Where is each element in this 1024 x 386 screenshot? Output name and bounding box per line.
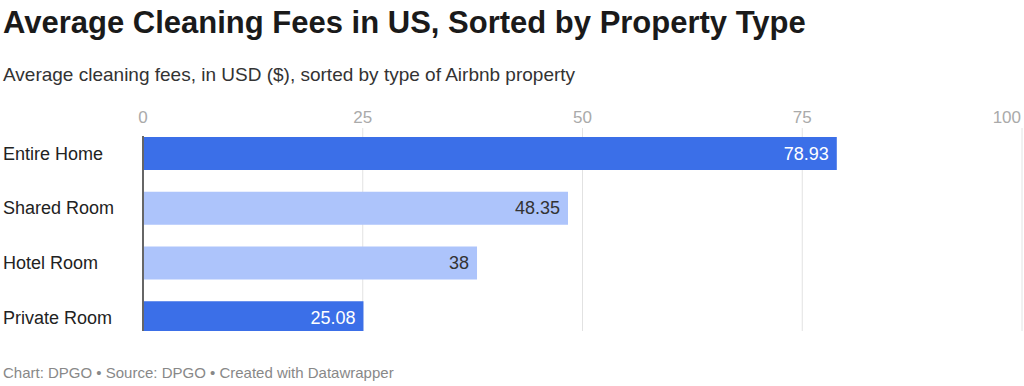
data-label: 48.35	[515, 198, 560, 218]
bar	[144, 137, 837, 170]
data-label: 25.08	[310, 308, 355, 328]
bars	[144, 137, 837, 331]
category-label: Private Room	[3, 308, 112, 328]
data-label: 78.93	[784, 144, 829, 164]
category-label: Shared Room	[3, 198, 114, 218]
bar	[144, 247, 477, 280]
tick-label: 25	[353, 108, 372, 127]
category-label: Hotel Room	[3, 253, 98, 273]
axis-line	[142, 136, 144, 331]
subtitle: Average cleaning fees, in USD ($), sorte…	[3, 64, 576, 85]
data-label: 38	[449, 253, 469, 273]
title: Average Cleaning Fees in US, Sorted by P…	[3, 5, 806, 40]
category-label: Entire Home	[3, 144, 103, 164]
tick-label: 100	[993, 108, 1021, 127]
chart: Average Cleaning Fees in US, Sorted by P…	[0, 0, 1024, 386]
bar	[144, 192, 568, 225]
labels: Entire Home 78.93 Shared Room 48.35 Hotel Ro…	[3, 144, 829, 328]
tick-label: 0	[138, 108, 147, 127]
bar	[144, 301, 363, 331]
caption: Chart: DPGO • Source: DPGO • Created wit…	[3, 364, 394, 381]
tick-label: 50	[573, 108, 592, 127]
grid-line	[1022, 128, 1023, 331]
tick-label: 75	[793, 108, 812, 127]
